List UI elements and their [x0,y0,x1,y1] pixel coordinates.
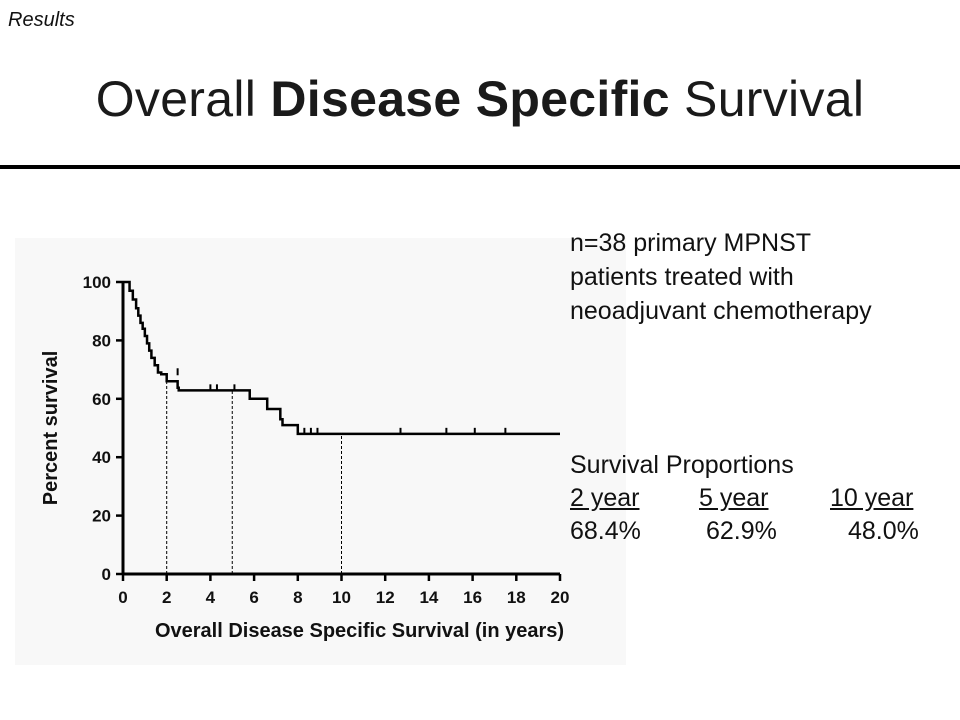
proportions-value-5yr: 62.9% [706,517,777,545]
section-label: Results [8,9,75,31]
proportions-value-row: 68.4% 62.9% 48.0% [570,515,942,548]
x-tick-label: 20 [551,588,570,607]
survival-proportions: Survival Proportions 2 year 5 year 10 ye… [570,449,942,548]
x-tick-label: 0 [118,588,127,607]
slide-title: Overall Disease Specific Survival [0,70,960,128]
proportions-header-10yr: 10 year [830,484,914,512]
x-tick-label: 10 [332,588,351,607]
y-tick-label: 0 [102,565,111,584]
title-part-2: Survival [669,71,865,127]
y-tick-label: 60 [92,390,111,409]
description-line: n=38 primary MPNST [570,229,812,257]
proportions-header-2yr: 2 year [570,484,640,512]
y-tick-label: 80 [92,331,111,350]
proportions-header-5yr: 5 year [699,484,769,512]
title-divider [0,165,960,169]
survival-curve [123,280,560,436]
x-tick-label: 6 [249,588,258,607]
y-axis-title: Percent survival [40,351,62,506]
title-part-1: Overall [95,71,271,127]
proportions-header-row: 2 year 5 year 10 year [570,482,942,515]
x-tick-label: 12 [376,588,395,607]
x-tick-label: 4 [206,588,216,607]
x-axis-title: Overall Disease Specific Survival (in ye… [155,620,564,642]
description-line: neoadjuvant chemotherapy [570,297,872,325]
proportions-value-2yr: 68.4% [570,517,641,545]
chart-background [15,238,626,665]
x-tick-label: 8 [293,588,302,607]
y-tick-label: 40 [92,448,111,467]
y-tick-label: 20 [92,507,111,526]
title-part-bold: Disease Specific [270,71,670,127]
x-tick-label: 2 [162,588,171,607]
proportions-heading: Survival Proportions [570,451,794,479]
x-tick-label: 16 [463,588,482,607]
x-tick-label: 18 [507,588,526,607]
proportions-value-10yr: 48.0% [848,517,919,545]
x-tick-label: 14 [419,588,438,607]
description-line: patients treated with [570,263,794,291]
cohort-description: n=38 primary MPNST patients treated with… [570,226,872,328]
y-tick-label: 100 [83,273,111,292]
